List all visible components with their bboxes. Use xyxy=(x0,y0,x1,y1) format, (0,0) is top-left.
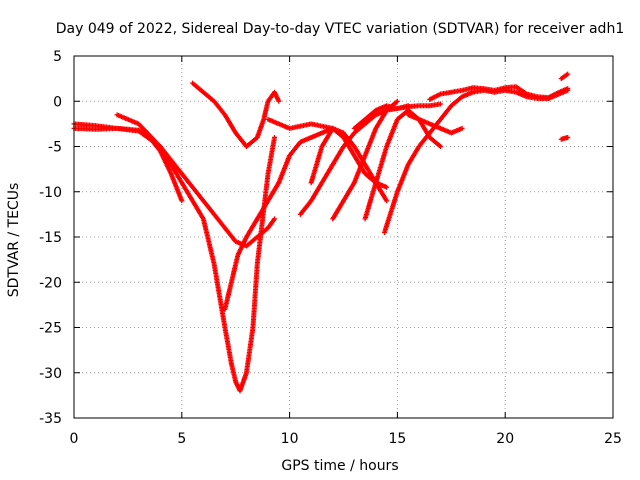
data-point xyxy=(394,98,400,104)
y-tick-label: -35 xyxy=(39,411,62,427)
series-track-11 xyxy=(351,101,444,131)
y-tick-label: -5 xyxy=(48,140,62,156)
data-point xyxy=(272,134,278,140)
data-point xyxy=(276,98,282,104)
grid xyxy=(74,56,613,418)
x-axis-label: GPS time / hours xyxy=(281,458,398,474)
y-tick-label: 5 xyxy=(53,49,62,65)
series-track-10 xyxy=(265,116,336,131)
x-tick-label: 5 xyxy=(177,431,186,447)
data-point xyxy=(438,101,444,107)
series-track-4 xyxy=(190,80,282,149)
y-tick-label: -20 xyxy=(39,275,62,291)
y-tick-label: -25 xyxy=(39,321,62,337)
data-point xyxy=(565,134,571,140)
data-point xyxy=(459,125,465,131)
x-tick-label: 20 xyxy=(496,431,514,447)
y-tick-label: -15 xyxy=(39,230,62,246)
y-tick-label: -10 xyxy=(39,185,62,201)
x-tick-label: 0 xyxy=(70,431,79,447)
x-tick-label: 10 xyxy=(281,431,299,447)
y-tick-label: -30 xyxy=(39,366,62,382)
series-track-16 xyxy=(558,71,571,82)
y-tick-label: 0 xyxy=(53,94,62,110)
data-point xyxy=(565,71,571,77)
data-point xyxy=(565,86,571,92)
data-point xyxy=(330,125,336,131)
data-point xyxy=(384,198,390,204)
data-point xyxy=(179,198,185,204)
series-track-5 xyxy=(222,180,282,312)
data-point xyxy=(438,144,444,149)
y-axis-label: SDTVAR / TECUs xyxy=(6,183,22,298)
data-point xyxy=(272,216,278,222)
plot-area xyxy=(71,71,571,394)
series-track-15 xyxy=(427,84,571,102)
series-track-14 xyxy=(405,112,465,136)
data-point xyxy=(384,184,390,190)
series-track-17 xyxy=(558,134,571,142)
x-tick-label: 25 xyxy=(604,431,622,447)
x-tick-label: 15 xyxy=(388,431,406,447)
series-track-2 xyxy=(71,125,278,394)
axis-ticks: 0 5 10 15 20 25 5 0 -5 -10 -15 -20 -25 -30 -35 xyxy=(39,49,622,447)
chart-title: Day 049 of 2022, Sidereal Day-to-day VTE… xyxy=(56,21,624,37)
series-track-3 xyxy=(114,112,278,249)
series-track-12 xyxy=(362,107,444,222)
